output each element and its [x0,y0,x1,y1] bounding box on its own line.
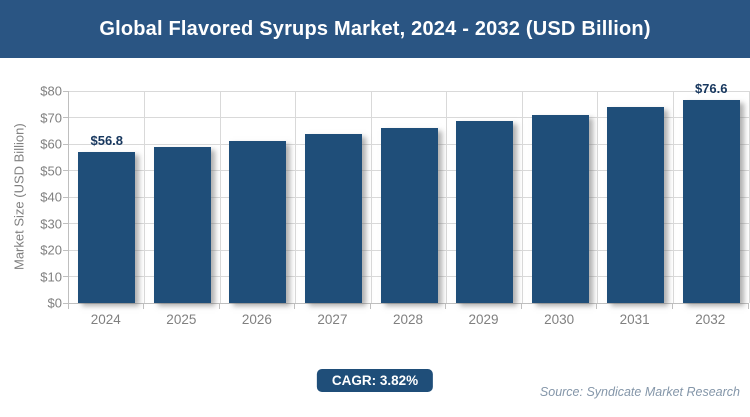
bar-2025 [153,146,211,303]
y-tick-label: $70 [40,110,62,125]
y-tick-label: $40 [40,189,62,205]
y-tick-mark [63,117,68,118]
data-label-2032: $76.6 [694,81,728,97]
bar-2031 [607,107,665,303]
x-tick-mark [445,304,447,309]
bar-2027 [304,134,362,303]
y-tick-mark [63,302,68,304]
x-tick-mark [294,304,296,309]
y-tick-label: $10 [40,269,62,284]
x-tick-mark [369,304,371,309]
x-axis-label-2027: 2027 [317,312,348,327]
y-tick-label: $30 [40,216,62,231]
y-tick-mark [63,223,68,224]
y-tick-label: $0 [47,295,62,311]
y-tick-label: $20 [40,242,62,258]
x-axis-label-2024: 2024 [90,312,121,327]
plot-area: $56.8 $76.6 [68,81,750,304]
vertical-gridline [144,91,146,303]
x-axis-label-2025: 2025 [166,312,197,327]
y-tick-mark [63,170,68,171]
chart-title: Global Flavored Syrups Market, 2024 - 20… [99,17,651,40]
vertical-gridline [748,91,750,303]
bar-2030 [531,114,589,303]
vertical-gridline [219,91,221,303]
x-axis-label-2032: 2032 [695,312,726,327]
data-label-2024: $56.8 [90,133,124,149]
vertical-gridline [521,91,523,303]
bar-2029 [456,121,514,303]
bar-2032 [682,100,740,303]
bar-2028 [380,128,438,303]
vertical-gridline [446,91,448,303]
bar-2024 [78,152,136,303]
cagr-badge: CAGR: 3.82% [316,369,434,392]
y-tick-mark [63,249,68,251]
horizontal-gridline [69,90,749,92]
x-tick-mark [218,304,220,309]
y-axis-title: Market Size (USD Billion) [11,123,27,271]
x-axis-label-2029: 2029 [468,312,499,327]
x-tick-mark [747,304,749,309]
x-tick-mark [143,304,145,309]
x-tick-mark [67,304,69,309]
y-tick-label: $60 [40,136,62,152]
bar-2026 [229,140,287,303]
x-tick-mark [520,304,522,309]
x-axis-label-2031: 2031 [619,312,650,327]
x-axis-label-2028: 2028 [392,312,424,327]
x-tick-mark [671,304,673,309]
y-tick-mark [63,143,68,145]
source-attribution: Source: Syndicate Market Research [539,385,740,399]
title-bar: Global Flavored Syrups Market, 2024 - 20… [0,0,750,58]
x-axis-label-2030: 2030 [544,312,575,327]
vertical-gridline [672,91,674,303]
vertical-gridline [295,91,297,303]
x-axis-label-2026: 2026 [241,312,272,327]
y-tick-mark [63,90,68,92]
y-tick-label: $80 [40,83,62,99]
y-tick-mark [63,276,68,277]
horizontal-gridline [69,117,749,118]
y-tick-mark [63,196,68,198]
vertical-gridline [370,91,372,303]
vertical-gridline [597,91,599,303]
y-tick-label: $50 [40,163,62,178]
x-tick-mark [596,304,598,309]
